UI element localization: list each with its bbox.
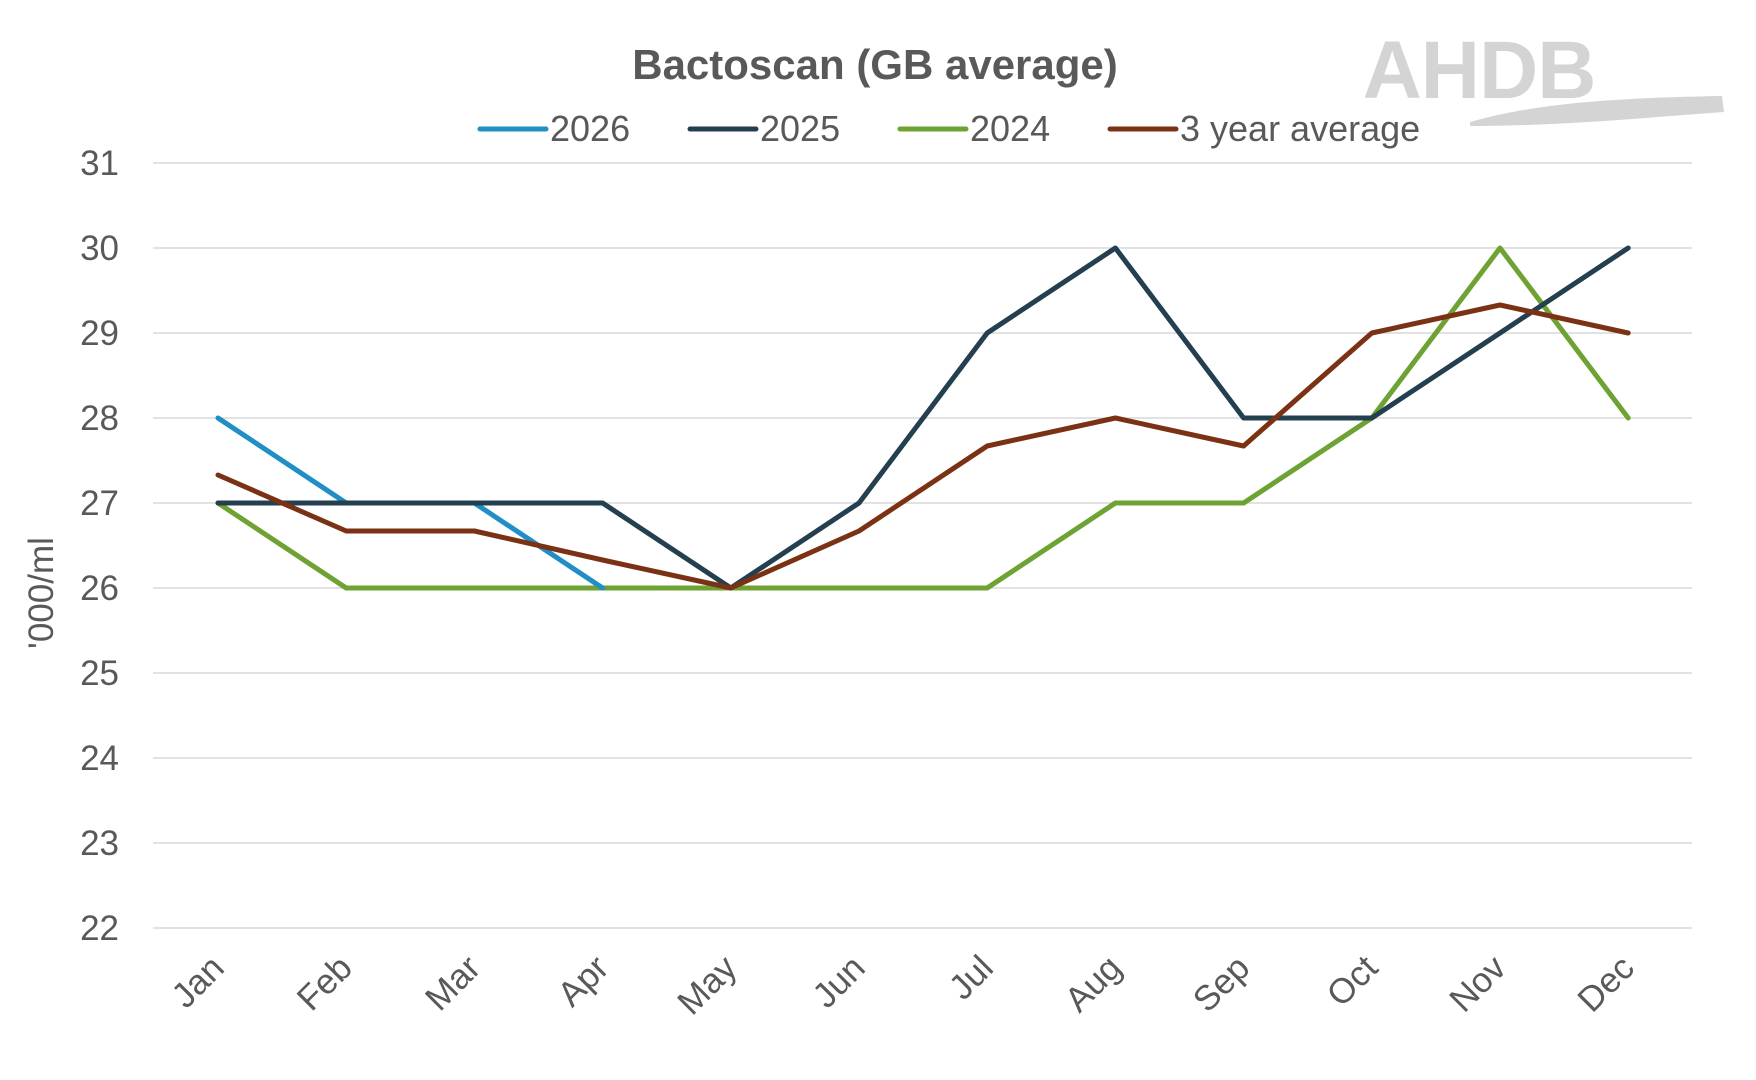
x-tick-label: May — [670, 948, 745, 1023]
y-tick-label: 29 — [80, 314, 119, 353]
y-tick-label: 24 — [80, 739, 119, 778]
series-line — [215, 302, 1631, 591]
legend-label: 3 year average — [1180, 108, 1420, 149]
x-tick-label: Nov — [1442, 948, 1514, 1020]
x-tick-label: Feb — [290, 948, 360, 1018]
series-lines — [215, 245, 1631, 591]
logo: AHDB — [1363, 25, 1724, 126]
x-tick-label: Apr — [550, 948, 616, 1014]
x-tick-label: Sep — [1186, 948, 1258, 1020]
x-tick-label: Jan — [164, 948, 231, 1015]
y-tick-label: 25 — [80, 654, 119, 693]
chart-title: Bactoscan (GB average) — [632, 41, 1118, 88]
y-tick-label: 22 — [80, 909, 119, 948]
y-axis-ticks: 22 23 24 25 26 27 28 29 30 31 — [80, 144, 119, 948]
series-line — [215, 245, 1631, 591]
x-tick-label: Jul — [942, 948, 1001, 1007]
x-tick-label: Dec — [1570, 948, 1642, 1020]
y-tick-label: 26 — [80, 569, 119, 608]
x-tick-label: Oct — [1319, 948, 1385, 1014]
series-line — [215, 245, 1631, 591]
y-tick-label: 27 — [80, 484, 119, 523]
x-axis-ticks: Jan Feb Mar Apr May Jun Jul Aug Sep Oct Nov Dec — [164, 948, 1642, 1023]
legend-label: 2025 — [760, 108, 840, 149]
x-tick-label: Jun — [805, 948, 872, 1015]
logo-text: AHDB — [1363, 25, 1596, 116]
legend: 2026 2025 2024 3 year average — [477, 108, 1420, 149]
y-tick-label: 31 — [80, 144, 119, 183]
x-tick-label: Mar — [418, 948, 488, 1018]
gridlines — [153, 162, 1692, 929]
x-tick-label: Aug — [1057, 948, 1129, 1020]
y-tick-label: 23 — [80, 824, 119, 863]
y-tick-label: 28 — [80, 399, 119, 438]
legend-label: 2026 — [550, 108, 630, 149]
y-axis-label: '000/ml — [22, 537, 61, 649]
y-tick-label: 30 — [80, 229, 119, 268]
logo-swoosh — [1470, 96, 1724, 126]
legend-label: 2024 — [970, 108, 1050, 149]
